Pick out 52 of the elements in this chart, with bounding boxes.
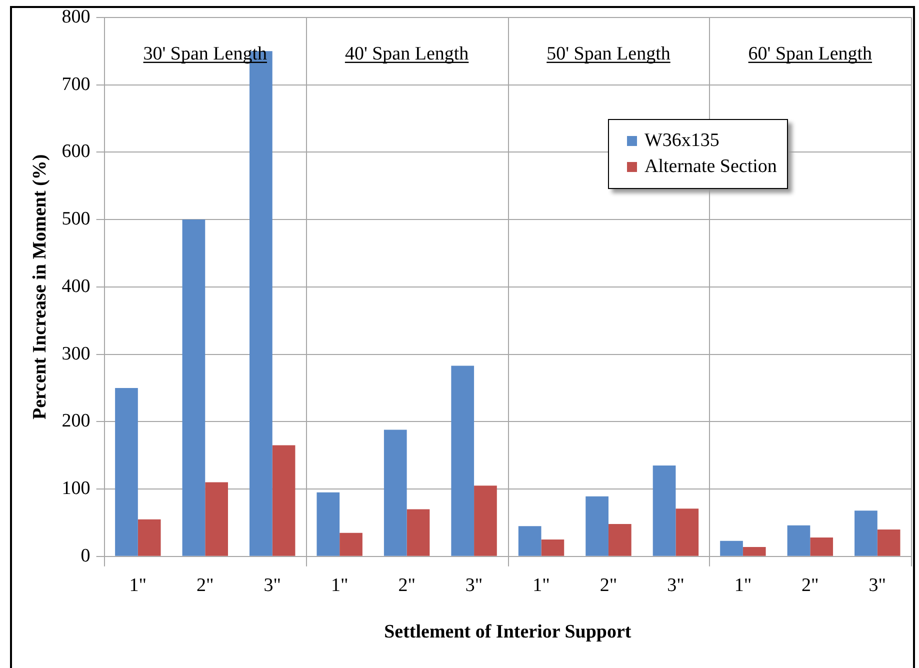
bar xyxy=(518,526,542,556)
x-tick-label: 2" xyxy=(600,574,618,596)
bar xyxy=(406,509,430,556)
bar xyxy=(316,492,340,556)
x-tick-label: 1" xyxy=(129,574,147,596)
annotation: 50' Span Length xyxy=(546,43,671,64)
y-tick-label: 500 xyxy=(62,208,90,230)
bar xyxy=(205,482,228,556)
y-tick-label: 400 xyxy=(62,276,90,297)
y-tick-label: 800 xyxy=(62,6,90,28)
y-tick-label: 100 xyxy=(62,478,90,500)
bar xyxy=(742,546,766,556)
y-tick-label: 700 xyxy=(62,74,90,95)
x-tick-label: 2" xyxy=(196,574,214,596)
bar xyxy=(720,540,743,556)
bar xyxy=(138,519,161,556)
y-tick-label: 0 xyxy=(80,545,90,566)
bar xyxy=(652,465,676,556)
x-tick-label: 1" xyxy=(532,574,550,596)
bar xyxy=(810,538,834,556)
legend-label: Alternate Section xyxy=(644,156,777,178)
bar xyxy=(586,496,608,556)
x-tick-label: 1" xyxy=(734,574,752,596)
x-tick-label: 2" xyxy=(802,574,819,596)
x-tick-label: 1" xyxy=(330,574,348,596)
bar xyxy=(676,508,699,556)
bar xyxy=(787,525,810,556)
bar xyxy=(115,388,138,556)
bar xyxy=(272,445,296,556)
bar xyxy=(340,532,362,556)
bar xyxy=(451,366,474,556)
x-tick-label: 3" xyxy=(264,574,281,596)
y-tick-label: 300 xyxy=(62,343,90,364)
annotation: 60' Span Length xyxy=(748,43,873,64)
bar xyxy=(182,220,206,556)
bar xyxy=(608,524,632,556)
x-tick-label: 3" xyxy=(667,574,684,596)
x-tick-label: 3" xyxy=(868,574,886,596)
x-tick-label: 2" xyxy=(398,574,416,596)
bar xyxy=(854,510,878,556)
x-axis-title: Settlement of Interior Support xyxy=(384,622,632,643)
bar xyxy=(877,529,900,556)
bar xyxy=(474,486,497,556)
x-tick-label: 3" xyxy=(465,574,483,596)
bar xyxy=(541,540,564,556)
y-tick-label: 600 xyxy=(62,141,90,162)
y-tick-label: 200 xyxy=(62,410,90,432)
legend-label: W36x135 xyxy=(644,130,720,152)
bar xyxy=(384,430,407,556)
annotation: 30' Span Length xyxy=(143,43,268,64)
y-axis-title: Percent Increase in Moment (%) xyxy=(29,154,50,420)
annotation: 40' Span Length xyxy=(344,43,470,64)
